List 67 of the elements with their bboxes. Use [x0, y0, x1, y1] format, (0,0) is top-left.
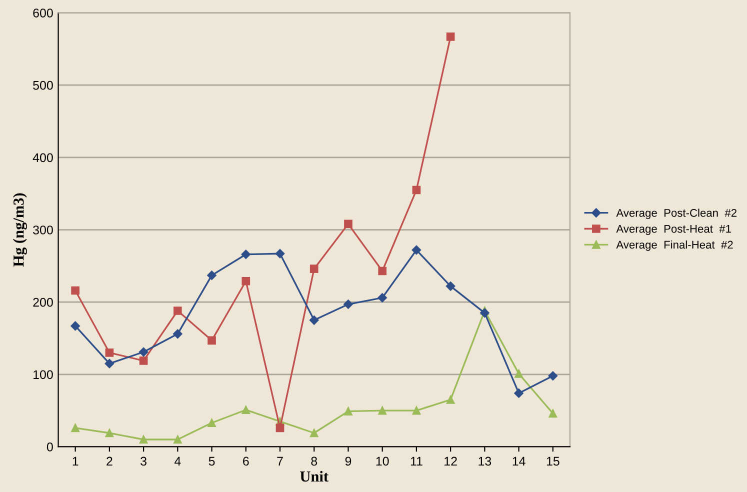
x-tick-label: 6: [243, 456, 249, 466]
point: [276, 424, 284, 432]
x-tick-label: 10: [376, 456, 389, 466]
point: [173, 329, 182, 339]
point: [378, 266, 387, 276]
x-tick-label: 11: [410, 456, 422, 466]
x-tick-label: 14: [512, 456, 526, 466]
point: [514, 370, 523, 378]
x-tick-label: 9: [345, 456, 352, 466]
y-axis-title: Hg (ng/m3): [13, 193, 27, 267]
point: [275, 249, 285, 258]
x-tick-label: 5: [208, 456, 215, 466]
point: [207, 270, 216, 280]
legend-label: Average Post-Clean #2: [616, 208, 736, 220]
x-tick-label: 12: [444, 456, 457, 466]
x-tick-label: 7: [277, 456, 283, 466]
point: [138, 347, 148, 357]
point: [173, 435, 182, 444]
y-tick-label: 100: [34, 370, 53, 380]
point: [208, 336, 216, 345]
point: [173, 306, 182, 315]
point: [548, 409, 558, 418]
point: [412, 245, 422, 255]
point: [344, 220, 352, 228]
point: [242, 276, 250, 286]
point: [344, 300, 353, 309]
point: [241, 250, 251, 259]
point: [344, 407, 352, 416]
x-tick-label: 13: [478, 456, 492, 466]
point: [514, 388, 524, 398]
x-tick-label: 15: [546, 456, 560, 466]
point: [139, 356, 148, 365]
y-tick-label: 200: [33, 298, 53, 307]
legend-label: Average Post-Heat #1: [616, 224, 731, 235]
legend-label: Average Final-Heat #2: [616, 240, 733, 251]
x-tick-label: 2: [106, 456, 112, 466]
point: [310, 264, 318, 273]
point: [104, 358, 114, 368]
point: [139, 435, 148, 444]
point: [105, 348, 114, 357]
point: [310, 428, 318, 438]
y-tick-label: 0: [46, 442, 53, 452]
point: [208, 418, 216, 428]
point: [242, 406, 250, 414]
point: [378, 406, 387, 415]
point: [480, 308, 490, 318]
point: [412, 406, 421, 415]
y-tick-label: 300: [33, 226, 53, 234]
point: [548, 371, 558, 380]
x-axis-title: Unit: [300, 470, 328, 482]
point: [71, 424, 80, 432]
point: [309, 316, 319, 325]
point: [378, 293, 387, 302]
x-tick-label: 8: [311, 456, 318, 466]
x-tick-label: 4: [174, 456, 181, 466]
y-tick-label: 600: [33, 8, 53, 18]
point: [105, 428, 114, 438]
point: [446, 396, 455, 404]
x-tick-label: 1: [72, 456, 78, 466]
y-tick-label: 500: [33, 80, 53, 90]
point: [71, 286, 80, 295]
point: [70, 321, 80, 331]
point: [446, 32, 455, 41]
point: [446, 282, 456, 291]
point: [412, 186, 421, 194]
y-tick-label: 400: [32, 153, 53, 162]
x-tick-label: 3: [140, 456, 146, 466]
